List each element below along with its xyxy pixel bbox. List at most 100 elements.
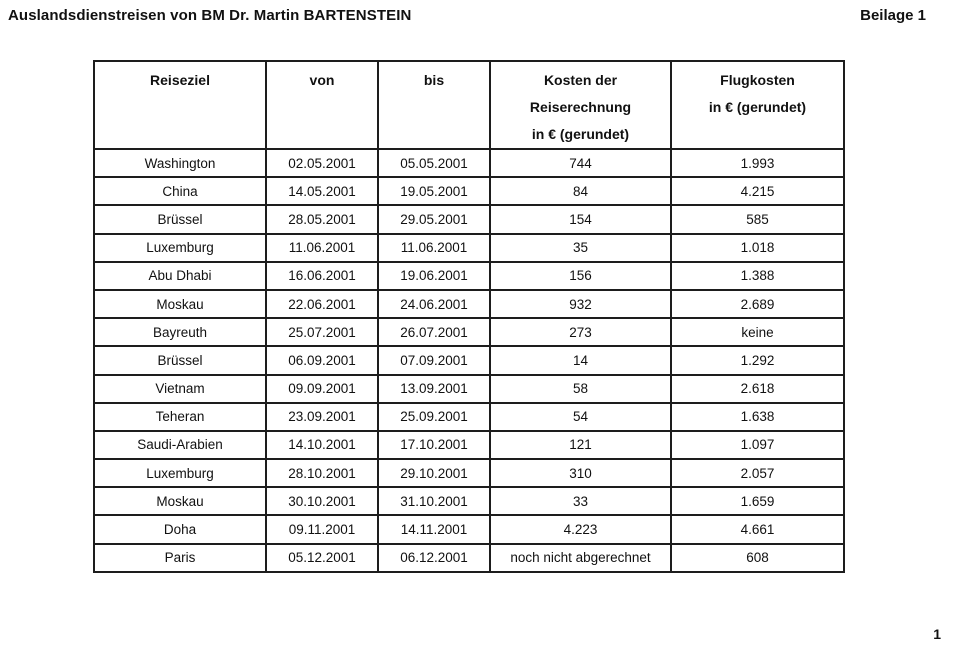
table-cell: Washington <box>93 147 267 179</box>
table-cell: 84 <box>489 176 672 207</box>
table-cell: 4.223 <box>489 514 672 545</box>
column-header-line: Reiserechnung <box>529 99 632 115</box>
table-row: Saudi-Arabien 14.10.2001 17.10.2001 121 1.09… <box>93 429 845 461</box>
column-header: von <box>265 60 379 150</box>
table-row: Brüssel 06.09.2001 07.09.2001 14 1.292 <box>93 345 845 376</box>
table-cell: 1.097 <box>670 429 845 461</box>
table-cell: 05.12.2001 <box>265 542 379 574</box>
column-header: Flugkosten in € (gerundet) <box>670 60 845 150</box>
column-header-line: Kosten der <box>543 72 618 88</box>
table-cell: Luxemburg <box>93 232 267 263</box>
table-cell: 273 <box>489 317 672 348</box>
table-cell: 4.215 <box>670 176 845 207</box>
table-cell: 310 <box>489 458 672 489</box>
table-cell: 22.06.2001 <box>265 288 379 320</box>
table-cell: Brüssel <box>93 204 267 235</box>
table-cell: 154 <box>489 204 672 235</box>
table-cell: 1.018 <box>670 232 845 263</box>
table-cell: 17.10.2001 <box>377 429 491 461</box>
table-cell: Brüssel <box>93 345 267 376</box>
table-cell: 1.388 <box>670 260 845 291</box>
table-row: China 14.05.2001 19.05.2001 84 4.215 <box>93 176 845 207</box>
table-row: Moskau 22.06.2001 24.06.2001 932 2.689 <box>93 288 845 320</box>
table-cell: 54 <box>489 401 672 432</box>
table-cell: Moskau <box>93 288 267 320</box>
table-cell: 19.05.2001 <box>377 176 491 207</box>
column-header: Reiseziel <box>93 60 267 150</box>
table-cell: 14.11.2001 <box>377 514 491 545</box>
table-row: Washington 02.05.2001 05.05.2001 744 1.993 <box>93 147 845 179</box>
table-cell: 06.09.2001 <box>265 345 379 376</box>
table-cell: 11.06.2001 <box>377 232 491 263</box>
column-header-line: in € (gerundet) <box>708 99 807 115</box>
table-cell: 29.05.2001 <box>377 204 491 235</box>
table-cell: 13.09.2001 <box>377 373 491 404</box>
attachment-label: Beilage 1 <box>860 7 926 24</box>
table-cell: 28.10.2001 <box>265 458 379 489</box>
table-cell: 121 <box>489 429 672 461</box>
table-cell: Vietnam <box>93 373 267 404</box>
table-cell: 744 <box>489 147 672 179</box>
table-cell: 05.05.2001 <box>377 147 491 179</box>
table-cell: Abu Dhabi <box>93 260 267 291</box>
page-number: 1 <box>933 626 941 642</box>
table-cell: 58 <box>489 373 672 404</box>
table-cell: 23.09.2001 <box>265 401 379 432</box>
table-cell: 28.05.2001 <box>265 204 379 235</box>
table-cell: 26.07.2001 <box>377 317 491 348</box>
trips-table: Reiseziel von bis Kosten der Reiserechnung in… <box>93 60 845 574</box>
table-row: Luxemburg 11.06.2001 11.06.2001 35 1.018 <box>93 232 845 263</box>
table-cell: 2.057 <box>670 458 845 489</box>
table-row: Paris 05.12.2001 06.12.2001 noch nicht abge… <box>93 542 845 574</box>
column-header-line: Reiseziel <box>150 72 210 88</box>
table-cell: 02.05.2001 <box>265 147 379 179</box>
table-cell: 1.993 <box>670 147 845 179</box>
table-cell: 2.689 <box>670 288 845 320</box>
column-header-line: von <box>309 72 335 88</box>
table-cell: Paris <box>93 542 267 574</box>
table-cell: 25.07.2001 <box>265 317 379 348</box>
table-cell: Doha <box>93 514 267 545</box>
table-cell: 14.10.2001 <box>265 429 379 461</box>
column-header: Kosten der Reiserechnung in € (gerundet) <box>489 60 672 150</box>
table-row: Vietnam 09.09.2001 13.09.2001 58 2.618 <box>93 373 845 404</box>
table-header-row: Reiseziel von bis Kosten der Reiserechnung in… <box>93 60 845 150</box>
table-cell: 14.05.2001 <box>265 176 379 207</box>
table-row: Moskau 30.10.2001 31.10.2001 33 1.659 <box>93 486 845 517</box>
column-header-line: in € (gerundet) <box>531 126 630 142</box>
table-row: Doha 09.11.2001 14.11.2001 4.223 4.661 <box>93 514 845 545</box>
table-cell: Moskau <box>93 486 267 517</box>
table-cell: Luxemburg <box>93 458 267 489</box>
table-cell: 06.12.2001 <box>377 542 491 574</box>
table-cell: 33 <box>489 486 672 517</box>
table-body: Washington 02.05.2001 05.05.2001 744 1.993 Ch… <box>93 147 845 574</box>
document-title: Auslandsdienstreisen von BM Dr. Martin B… <box>8 7 412 24</box>
table-cell: noch nicht abgerechnet <box>489 542 672 574</box>
table-cell: 09.11.2001 <box>265 514 379 545</box>
table-cell: 585 <box>670 204 845 235</box>
table-row: Teheran 23.09.2001 25.09.2001 54 1.638 <box>93 401 845 432</box>
column-header-line: Flugkosten <box>720 72 795 88</box>
table-cell: China <box>93 176 267 207</box>
table-cell: keine <box>670 317 845 348</box>
table-row: Luxemburg 28.10.2001 29.10.2001 310 2.057 <box>93 458 845 489</box>
table-cell: 932 <box>489 288 672 320</box>
column-header-line: bis <box>423 72 445 88</box>
table-cell: 2.618 <box>670 373 845 404</box>
table-cell: 1.292 <box>670 345 845 376</box>
table-cell: 156 <box>489 260 672 291</box>
table-row: Brüssel 28.05.2001 29.05.2001 154 585 <box>93 204 845 235</box>
table-cell: Saudi-Arabien <box>93 429 267 461</box>
table-cell: 25.09.2001 <box>377 401 491 432</box>
table-cell: Teheran <box>93 401 267 432</box>
table-cell: 35 <box>489 232 672 263</box>
table-cell: 29.10.2001 <box>377 458 491 489</box>
table-cell: 16.06.2001 <box>265 260 379 291</box>
table-cell: 1.638 <box>670 401 845 432</box>
table-row: Abu Dhabi 16.06.2001 19.06.2001 156 1.388 <box>93 260 845 291</box>
table-cell: 608 <box>670 542 845 574</box>
table-cell: 07.09.2001 <box>377 345 491 376</box>
table-cell: 09.09.2001 <box>265 373 379 404</box>
table-cell: 4.661 <box>670 514 845 545</box>
column-header: bis <box>377 60 491 150</box>
